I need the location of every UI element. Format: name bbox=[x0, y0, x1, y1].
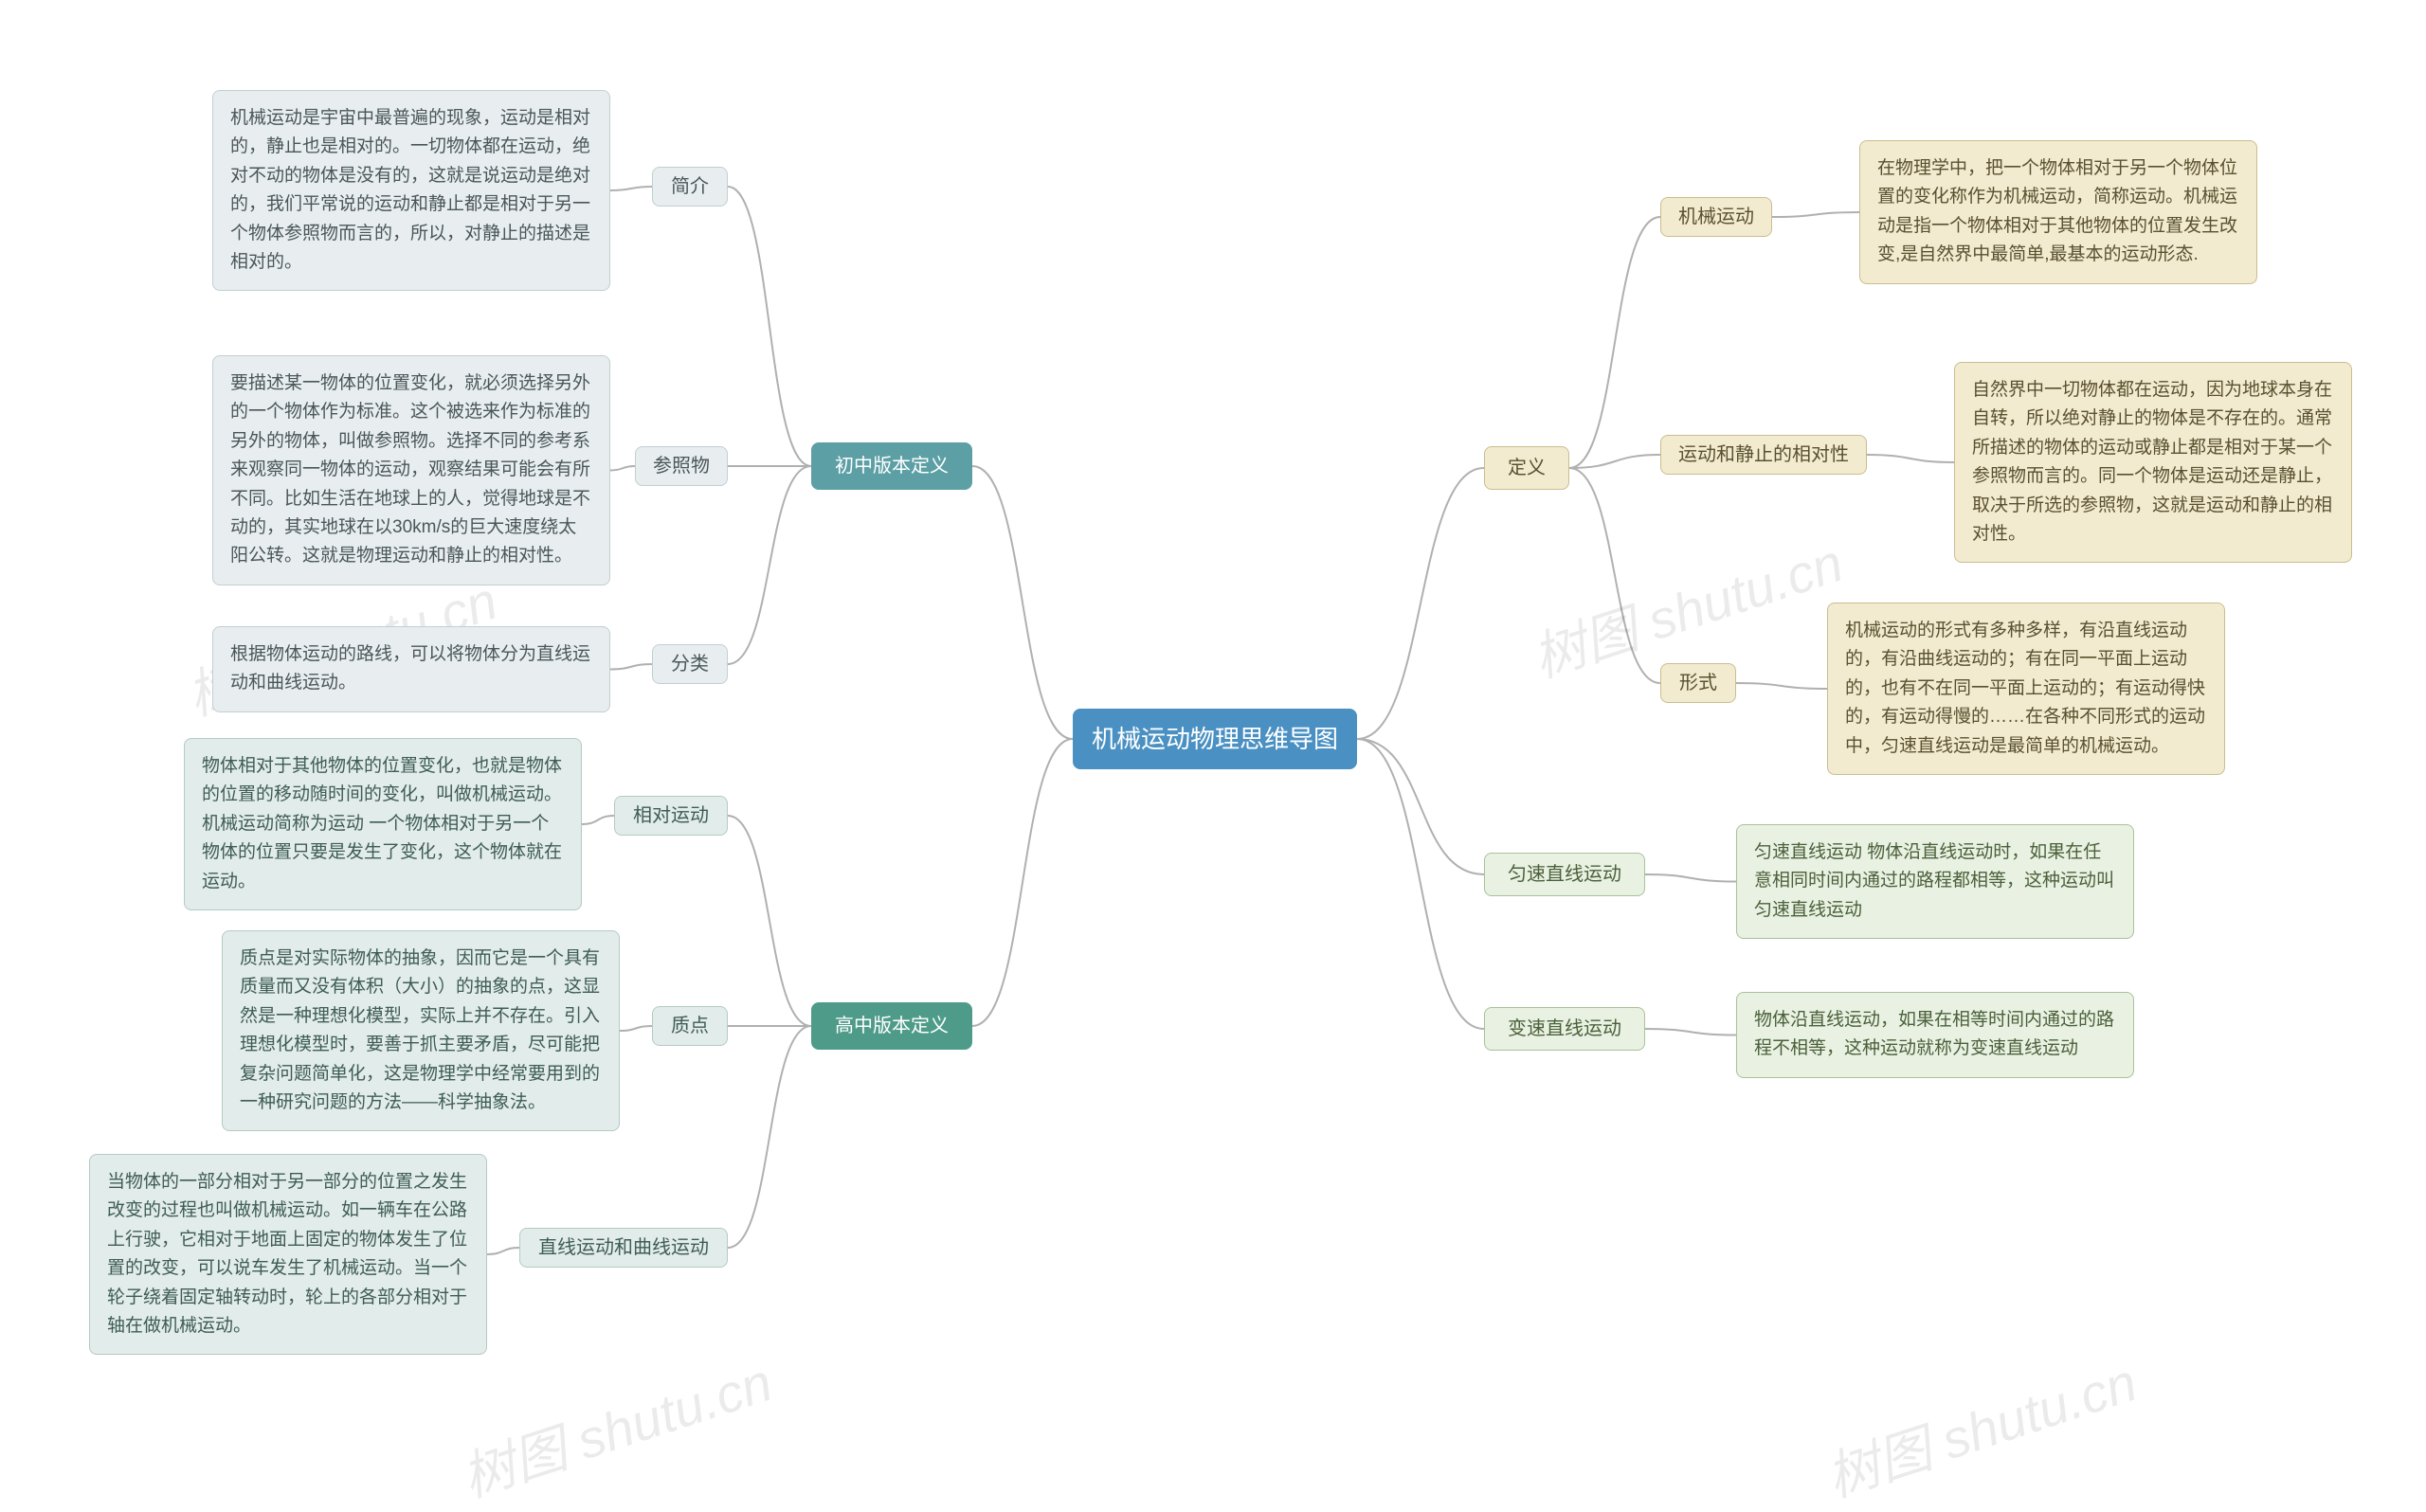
edge bbox=[1357, 468, 1484, 739]
watermark: 树图 shutu.cn bbox=[451, 1341, 781, 1512]
leaf-intro-text[interactable]: 机械运动是宇宙中最普遍的现象，运动是相对的，静止也是相对的。一切物体都在运动，绝… bbox=[212, 90, 610, 291]
edge bbox=[1569, 217, 1660, 468]
edge bbox=[1357, 739, 1484, 1029]
branch-node-uniform-linear[interactable]: 匀速直线运动 bbox=[1484, 853, 1645, 896]
edge bbox=[610, 664, 652, 670]
edge bbox=[728, 816, 811, 1026]
edge bbox=[728, 187, 811, 466]
edge bbox=[728, 1026, 811, 1248]
branch-node-definition[interactable]: 定义 bbox=[1484, 446, 1569, 490]
node-mechanical-motion[interactable]: 机械运动 bbox=[1660, 197, 1772, 237]
node-intro[interactable]: 简介 bbox=[652, 167, 728, 207]
watermark: 树图 shutu.cn bbox=[1816, 1341, 2145, 1512]
edge bbox=[620, 1026, 652, 1031]
node-relativity[interactable]: 运动和静止的相对性 bbox=[1660, 435, 1867, 475]
edge bbox=[1569, 468, 1660, 683]
edge bbox=[610, 187, 652, 190]
edge bbox=[610, 466, 635, 471]
edge bbox=[1569, 455, 1660, 468]
node-relative-motion[interactable]: 相对运动 bbox=[614, 796, 728, 836]
node-form[interactable]: 形式 bbox=[1660, 663, 1736, 703]
leaf-linear-curvilinear-text[interactable]: 当物体的一部分相对于另一部分的位置之发生改变的过程也叫做机械运动。如一辆车在公路… bbox=[89, 1154, 487, 1355]
node-classification[interactable]: 分类 bbox=[652, 644, 728, 684]
leaf-relativity-text[interactable]: 自然界中一切物体都在运动，因为地球本身在自转，所以绝对静止的物体是不存在的。通常… bbox=[1954, 362, 2352, 563]
branch-node-junior-def[interactable]: 初中版本定义 bbox=[811, 442, 972, 490]
node-linear-curvilinear[interactable]: 直线运动和曲线运动 bbox=[519, 1228, 728, 1268]
edge bbox=[728, 466, 811, 664]
branch-node-senior-def[interactable]: 高中版本定义 bbox=[811, 1002, 972, 1050]
edge bbox=[972, 739, 1073, 1026]
leaf-uniform-linear-text[interactable]: 匀速直线运动 物体沿直线运动时，如果在任意相同时间内通过的路程都相等，这种运动叫… bbox=[1736, 824, 2134, 939]
leaf-particle-text[interactable]: 质点是对实际物体的抽象，因而它是一个具有质量而又没有体积（大小）的抽象的点，这显… bbox=[222, 930, 620, 1131]
edge bbox=[1736, 683, 1827, 689]
leaf-reference-text[interactable]: 要描述某一物体的位置变化，就必须选择另外的一个物体作为标准。这个被选来作为标准的… bbox=[212, 355, 610, 585]
root-node[interactable]: 机械运动物理思维导图 bbox=[1073, 709, 1357, 769]
edge bbox=[582, 816, 614, 824]
edge bbox=[1645, 874, 1736, 882]
node-particle[interactable]: 质点 bbox=[652, 1006, 728, 1046]
leaf-relative-motion-text[interactable]: 物体相对于其他物体的位置变化，也就是物体的位置的移动随时间的变化，叫做机械运动。… bbox=[184, 738, 582, 910]
edge bbox=[1867, 455, 1954, 462]
edge bbox=[1772, 212, 1859, 217]
leaf-variable-linear-text[interactable]: 物体沿直线运动，如果在相等时间内通过的路程不相等，这种运动就称为变速直线运动 bbox=[1736, 992, 2134, 1078]
edge bbox=[1357, 739, 1484, 874]
branch-node-variable-linear[interactable]: 变速直线运动 bbox=[1484, 1007, 1645, 1051]
node-reference-object[interactable]: 参照物 bbox=[635, 446, 728, 486]
leaf-mechanical-motion-text[interactable]: 在物理学中，把一个物体相对于另一个物体位置的变化称作为机械运动，简称运动。机械运… bbox=[1859, 140, 2257, 284]
leaf-form-text[interactable]: 机械运动的形式有多种多样，有沿直线运动的，有沿曲线运动的；有在同一平面上运动的，… bbox=[1827, 603, 2225, 775]
edge bbox=[972, 466, 1073, 739]
edge bbox=[1645, 1029, 1736, 1035]
edge bbox=[487, 1248, 519, 1254]
leaf-classification-text[interactable]: 根据物体运动的路线，可以将物体分为直线运动和曲线运动。 bbox=[212, 626, 610, 712]
